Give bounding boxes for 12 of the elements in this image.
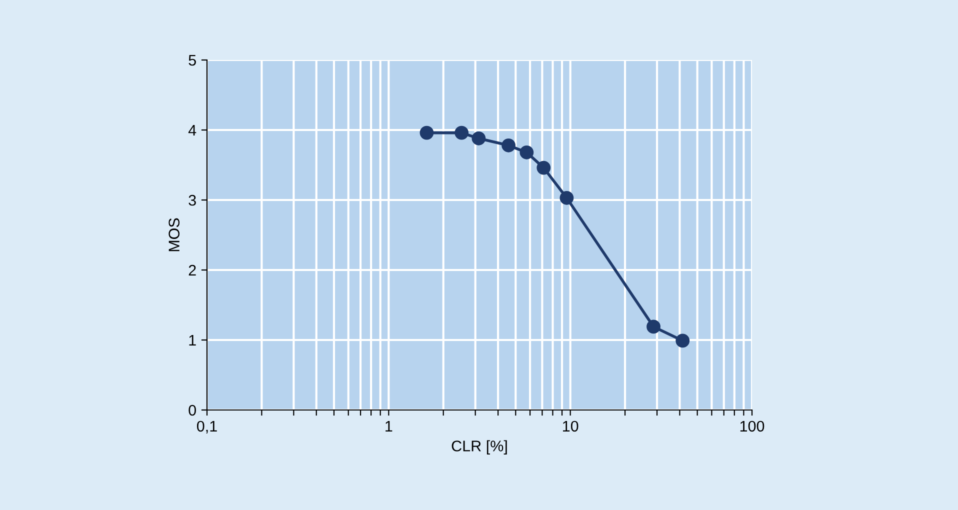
y-tick-label: 1	[189, 335, 196, 346]
x-tick-label: 0,1	[196, 420, 217, 434]
x-tick-label: 1	[386, 420, 392, 432]
y-axis-title: MOS	[168, 218, 180, 252]
y-tick-label: 3	[188, 194, 196, 206]
y-tick-label: 0	[188, 404, 196, 416]
y-tick-label: 4	[188, 125, 196, 136]
y-tick-label: 5	[188, 55, 196, 66]
x-tick-label: 10	[563, 420, 578, 432]
y-tick-label: 2	[188, 264, 196, 276]
x-tick-label: 100	[740, 420, 764, 432]
x-axis-title: CLR [%]	[452, 440, 507, 454]
